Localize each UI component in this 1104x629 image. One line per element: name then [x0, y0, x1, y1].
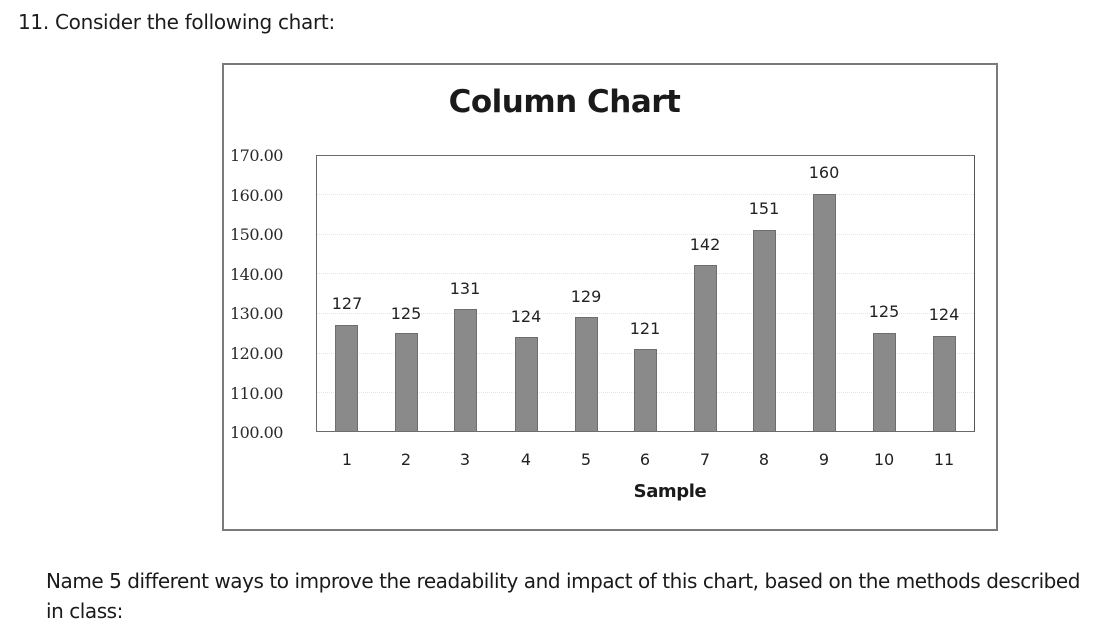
bar-value-label: 127	[331, 294, 363, 313]
bar-value-label: 151	[748, 199, 780, 218]
bar-sample-3	[454, 309, 477, 432]
bar-sample-5	[575, 317, 598, 432]
bar-value-label: 121	[629, 319, 661, 338]
bar-value-label: 142	[689, 235, 721, 254]
y-tick-label: 160.00	[230, 186, 283, 205]
x-tick-label: 10	[873, 450, 895, 469]
y-tick-label: 100.00	[230, 423, 283, 442]
y-tick-label: 120.00	[230, 344, 283, 363]
bar-sample-7	[694, 265, 717, 432]
bar-sample-10	[873, 333, 896, 432]
chart-title: Column Chart	[448, 84, 681, 120]
bar-sample-1	[335, 325, 358, 432]
bar-sample-8	[753, 230, 776, 432]
x-tick-label: 11	[933, 450, 955, 469]
bar-value-label: 129	[570, 287, 602, 306]
x-tick-label: 3	[459, 450, 471, 469]
bar-sample-6	[634, 349, 657, 432]
bar-value-label: 160	[808, 163, 840, 182]
bar-sample-4	[515, 337, 538, 432]
x-tick-label: 6	[639, 450, 651, 469]
chart-container	[222, 63, 998, 531]
x-tick-label: 1	[341, 450, 353, 469]
question-heading: 11. Consider the following chart:	[18, 10, 335, 34]
gridline	[317, 273, 974, 274]
x-tick-label: 7	[699, 450, 711, 469]
x-tick-label: 4	[520, 450, 532, 469]
question-prompt: Name 5 different ways to improve the rea…	[46, 569, 1081, 623]
x-tick-label: 2	[400, 450, 412, 469]
y-tick-label: 150.00	[230, 225, 283, 244]
gridline	[317, 194, 974, 195]
y-tick-label: 130.00	[230, 304, 283, 323]
x-tick-label: 8	[758, 450, 770, 469]
x-axis-title: Sample	[633, 481, 707, 502]
y-tick-label: 110.00	[230, 384, 283, 403]
bar-value-label: 124	[928, 305, 960, 324]
gridline	[317, 234, 974, 235]
bar-sample-11	[933, 336, 956, 432]
bar-value-label: 125	[390, 304, 422, 323]
bar-value-label: 131	[449, 279, 481, 298]
x-tick-label: 9	[818, 450, 830, 469]
bar-sample-2	[395, 333, 418, 432]
y-tick-label: 170.00	[230, 146, 283, 165]
bar-value-label: 124	[510, 307, 542, 326]
y-tick-label: 140.00	[230, 265, 283, 284]
gridline	[317, 313, 974, 314]
x-tick-label: 5	[580, 450, 592, 469]
bar-value-label: 125	[868, 302, 900, 321]
bar-sample-9	[813, 194, 836, 432]
